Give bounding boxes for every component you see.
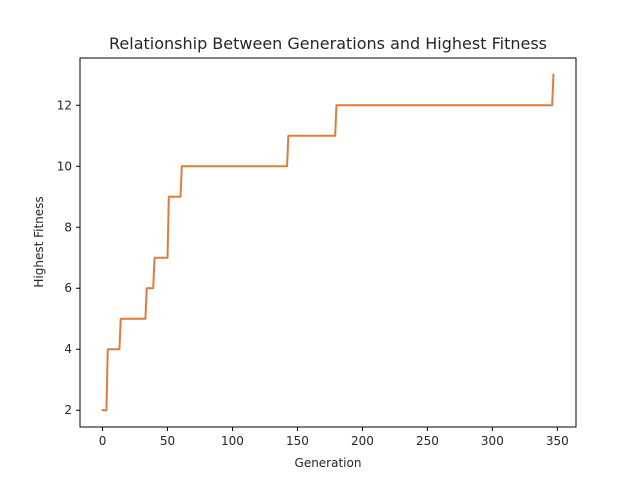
y-tick-label: 2 xyxy=(64,403,72,417)
y-tick-label: 10 xyxy=(57,159,72,173)
chart-title: Relationship Between Generations and Hig… xyxy=(109,34,547,53)
y-tick-label: 6 xyxy=(64,281,72,295)
x-tick-label: 200 xyxy=(351,434,374,448)
x-tick-label: 250 xyxy=(416,434,439,448)
y-axis: 2 4 6 8 10 12 xyxy=(57,98,80,417)
y-tick-label: 4 xyxy=(64,342,72,356)
x-tick-label: 350 xyxy=(546,434,569,448)
x-tick-label: 50 xyxy=(160,434,175,448)
x-tick-label: 150 xyxy=(286,434,309,448)
y-axis-label: Highest Fitness xyxy=(32,196,46,287)
plot-frame xyxy=(79,57,577,428)
y-tick-label: 8 xyxy=(64,220,72,234)
x-axis-label: Generation xyxy=(295,456,362,470)
x-tick-label: 100 xyxy=(221,434,244,448)
x-axis: 0 50 100 150 200 250 300 350 xyxy=(99,427,569,448)
plot-area xyxy=(79,57,577,428)
series-line-0 xyxy=(101,73,555,412)
x-tick-label: 0 xyxy=(99,434,107,448)
y-tick-label: 12 xyxy=(57,98,72,112)
x-tick-label: 300 xyxy=(481,434,504,448)
